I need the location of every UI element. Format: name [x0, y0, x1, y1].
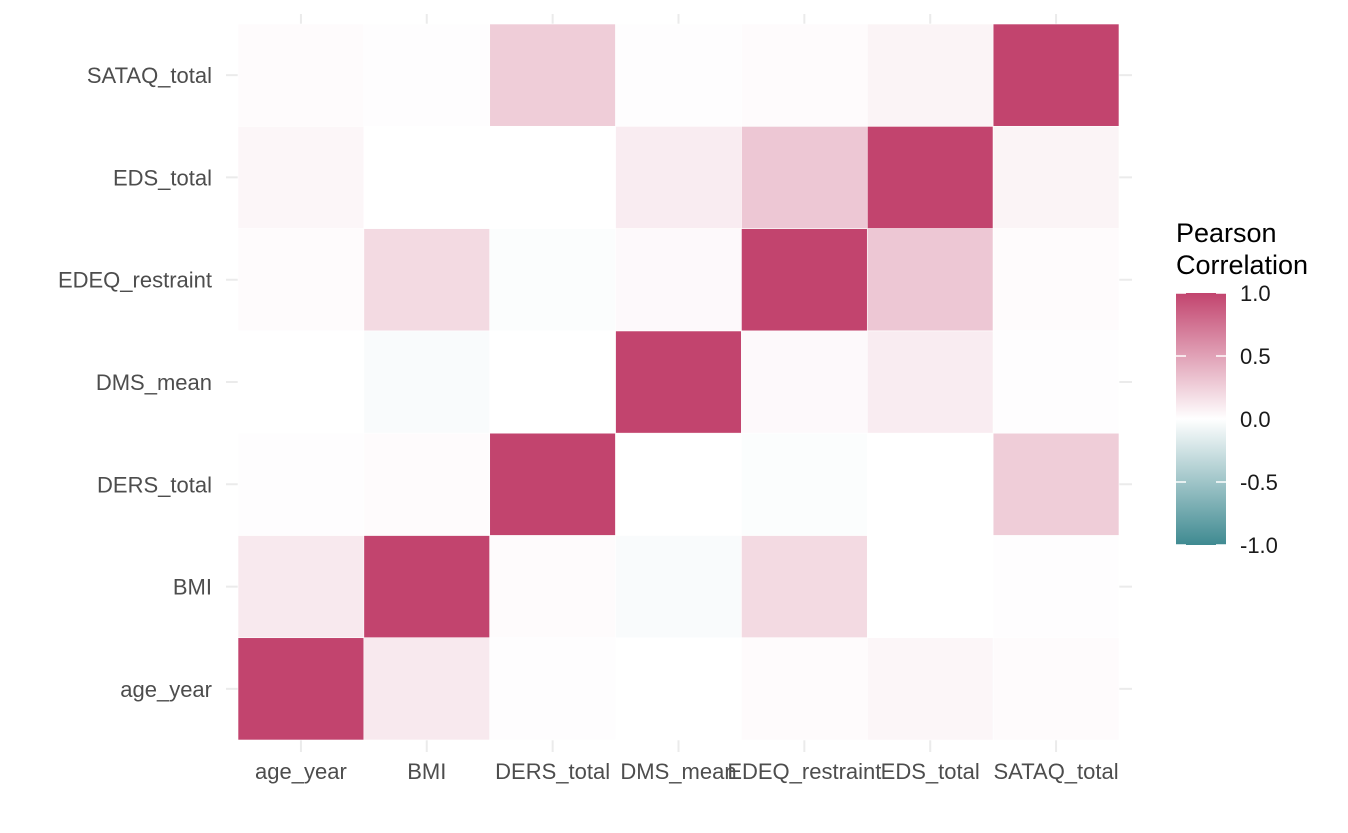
- heatmap-cell: [363, 228, 491, 332]
- heatmap-cell: [363, 432, 491, 536]
- heatmap-cell: [363, 535, 491, 639]
- heatmap-cell: [615, 330, 742, 434]
- legend-tick-label: 0.0: [1240, 407, 1271, 432]
- x-tick-label: BMI: [407, 759, 446, 784]
- heatmap-cell: [363, 330, 491, 434]
- heatmap-cell: [363, 125, 491, 229]
- heatmap-cell: [866, 535, 994, 639]
- heatmap-cell: [363, 637, 491, 741]
- legend-title-line-2: Correlation: [1176, 250, 1308, 280]
- x-axis: age_year BMI DERS_total DMS_meanEDEQ_restra…: [255, 759, 1119, 784]
- y-tick-label: BMI: [173, 575, 212, 600]
- heatmap-cell: [866, 125, 994, 229]
- y-tick-label: DMS_mean: [96, 370, 212, 395]
- legend: Pearson Correlation 1.0 0.5 0.0 -0.5 -1.0: [1176, 218, 1308, 558]
- heatmap-cell: [489, 228, 616, 332]
- heatmap-cell: [741, 228, 868, 332]
- heatmap-cell: [615, 432, 742, 536]
- y-tick-label: age_year: [120, 677, 212, 702]
- heatmap-cell: [363, 23, 491, 127]
- heatmap-cell: [741, 432, 868, 536]
- heatmap-cell: [992, 23, 1120, 127]
- heatmap-cell: [741, 637, 868, 741]
- heatmap-cell: [237, 535, 365, 639]
- heatmap-cell: [237, 125, 365, 229]
- x-tick-label: DERS_total: [495, 759, 610, 784]
- heatmap-cell: [615, 23, 742, 127]
- x-tick-label: DMS_mean: [620, 759, 736, 784]
- legend-title-line-1: Pearson: [1176, 218, 1277, 248]
- heatmap-cell: [741, 125, 868, 229]
- heatmap-cell: [866, 330, 994, 434]
- x-tick-label: SATAQ_total: [994, 759, 1119, 784]
- y-axis: age_year BMI DERS_total DMS_mean EDEQ_restra…: [58, 63, 212, 702]
- heatmap-cell: [741, 23, 868, 127]
- heatmap-cell: [866, 228, 994, 332]
- heatmap-cell: [866, 432, 994, 536]
- heatmap-cell: [237, 23, 365, 127]
- heatmap-cell: [489, 637, 616, 741]
- legend-ticks: 1.0 0.5 0.0 -0.5 -1.0: [1176, 281, 1278, 558]
- heatmap-cell: [489, 432, 616, 536]
- heatmap-cell: [992, 637, 1120, 741]
- heatmap-cell: [237, 330, 365, 434]
- heatmap-cell: [615, 125, 742, 229]
- heatmap-cell: [237, 432, 365, 536]
- heatmap-cell: [992, 432, 1120, 536]
- legend-tick-label: 0.5: [1240, 344, 1271, 369]
- y-tick-label: EDS_total: [113, 165, 212, 190]
- x-tick-label: EDS_total: [881, 759, 980, 784]
- heatmap-cell: [237, 228, 365, 332]
- heatmap-cell: [866, 23, 994, 127]
- heatmap-cell: [741, 330, 868, 434]
- heatmap-cells: [237, 23, 1120, 741]
- heatmap-cell: [489, 125, 616, 229]
- heatmap-cell: [489, 23, 616, 127]
- y-tick-label: EDEQ_restraint: [58, 268, 212, 293]
- heatmap-cell: [615, 637, 742, 741]
- y-tick-label: DERS_total: [97, 472, 212, 497]
- heatmap-cell: [489, 535, 616, 639]
- heatmap-cell: [992, 535, 1120, 639]
- heatmap-cell: [741, 535, 868, 639]
- heatmap-cell: [992, 330, 1120, 434]
- heatmap-cell: [992, 228, 1120, 332]
- heatmap-cell: [866, 637, 994, 741]
- x-tick-label: age_year: [255, 759, 347, 784]
- heatmap-cell: [615, 535, 742, 639]
- y-tick-label: SATAQ_total: [87, 63, 212, 88]
- heatmap-cell: [489, 330, 616, 434]
- x-tick-label: EDEQ_restraint: [727, 759, 881, 784]
- heatmap-cell: [992, 125, 1120, 229]
- heatmap-cell: [615, 228, 742, 332]
- legend-tick-label: -1.0: [1240, 533, 1278, 558]
- legend-tick-label: -0.5: [1240, 470, 1278, 495]
- heatmap-cell: [237, 637, 365, 741]
- legend-tick-label: 1.0: [1240, 281, 1271, 306]
